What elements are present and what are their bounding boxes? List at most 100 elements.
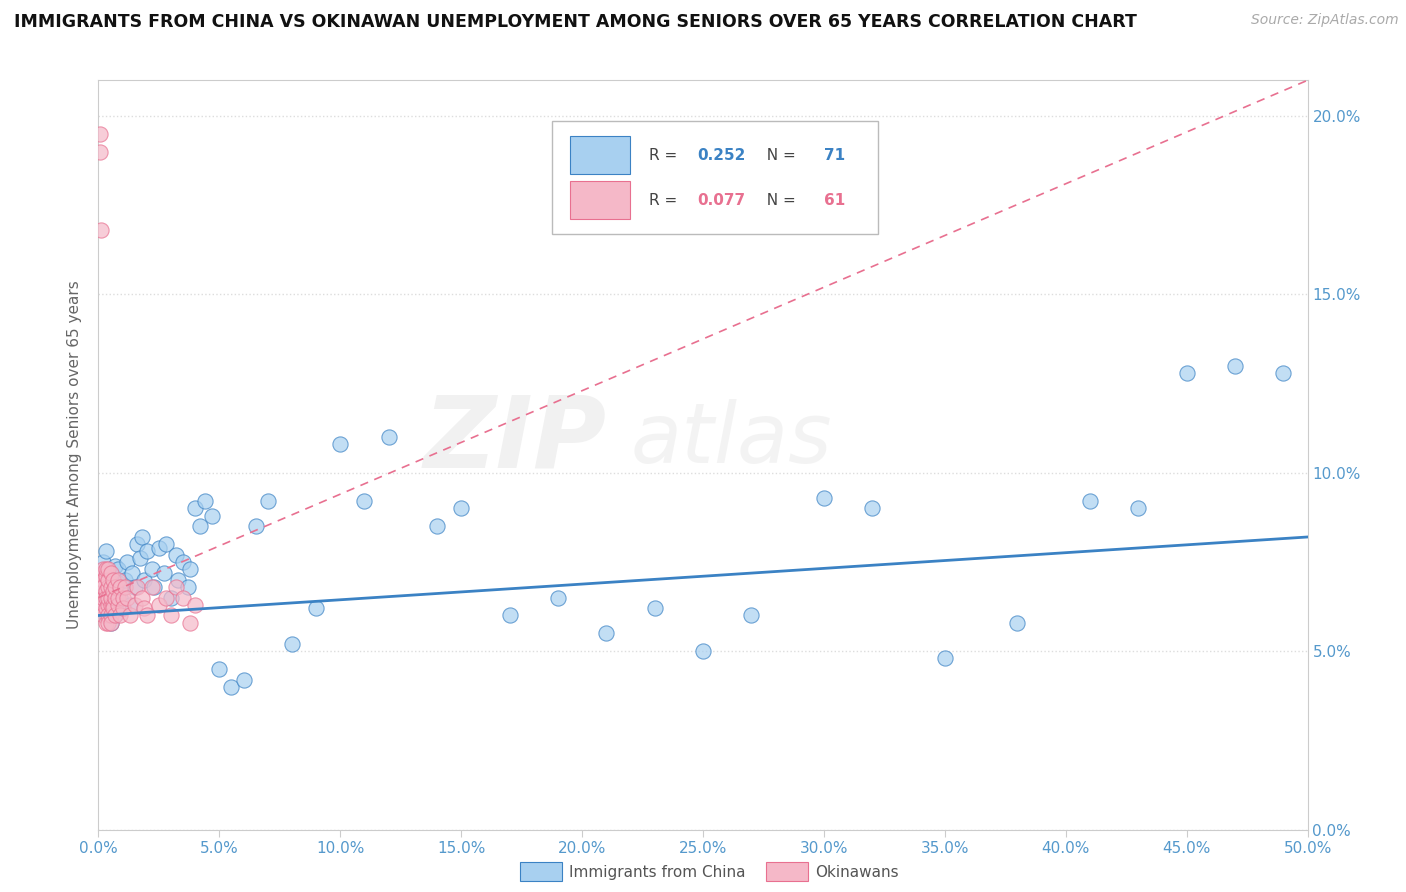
Point bbox=[165, 548, 187, 562]
Point bbox=[135, 544, 157, 558]
Point bbox=[124, 598, 146, 612]
Point bbox=[100, 608, 122, 623]
Point bbox=[208, 662, 231, 676]
Point bbox=[305, 601, 328, 615]
Text: 0.252: 0.252 bbox=[697, 148, 745, 162]
Text: ZIP: ZIP bbox=[423, 392, 606, 489]
Point bbox=[172, 591, 194, 605]
Point bbox=[117, 591, 139, 605]
Point bbox=[100, 598, 122, 612]
Point bbox=[134, 601, 156, 615]
Point bbox=[107, 562, 129, 576]
Text: N =: N = bbox=[758, 193, 801, 208]
Point bbox=[245, 519, 267, 533]
Point bbox=[97, 580, 120, 594]
Point bbox=[141, 580, 163, 594]
Point bbox=[100, 615, 122, 630]
Point bbox=[148, 598, 170, 612]
Point bbox=[97, 591, 120, 605]
Point bbox=[90, 223, 112, 237]
Point bbox=[1007, 615, 1029, 630]
Point bbox=[111, 591, 134, 605]
Point bbox=[165, 580, 187, 594]
Text: Immigrants from China: Immigrants from China bbox=[569, 865, 747, 880]
Point bbox=[100, 566, 122, 580]
Point bbox=[547, 591, 569, 605]
Point bbox=[94, 569, 117, 583]
Point bbox=[143, 580, 166, 594]
Point bbox=[740, 608, 762, 623]
Point bbox=[100, 580, 122, 594]
Point bbox=[329, 437, 352, 451]
Point bbox=[101, 573, 124, 587]
Point bbox=[91, 591, 114, 605]
Point bbox=[184, 501, 207, 516]
Point bbox=[595, 626, 617, 640]
Point bbox=[281, 637, 304, 651]
Point bbox=[152, 566, 174, 580]
Point bbox=[111, 580, 134, 594]
Point bbox=[184, 598, 207, 612]
Point bbox=[1128, 501, 1150, 516]
Point bbox=[167, 573, 190, 587]
Point bbox=[172, 555, 194, 569]
Point bbox=[179, 615, 201, 630]
Point bbox=[100, 591, 122, 605]
Point bbox=[498, 608, 520, 623]
Point bbox=[91, 580, 114, 594]
Point bbox=[128, 551, 150, 566]
Point bbox=[97, 562, 120, 576]
Point bbox=[155, 537, 177, 551]
Point bbox=[90, 598, 112, 612]
Point bbox=[104, 608, 127, 623]
Point bbox=[1078, 494, 1101, 508]
Point bbox=[107, 573, 129, 587]
Point bbox=[94, 544, 117, 558]
Point bbox=[232, 673, 254, 687]
FancyBboxPatch shape bbox=[551, 121, 879, 234]
Text: 71: 71 bbox=[824, 148, 845, 162]
Point bbox=[117, 555, 139, 569]
Point bbox=[813, 491, 835, 505]
Point bbox=[108, 580, 131, 594]
Point bbox=[89, 127, 111, 141]
Point bbox=[97, 573, 120, 587]
Point bbox=[1223, 359, 1246, 373]
Point bbox=[118, 598, 141, 612]
Point bbox=[114, 573, 136, 587]
Point bbox=[111, 601, 134, 615]
Point bbox=[450, 501, 472, 516]
Point bbox=[221, 680, 243, 694]
Point bbox=[91, 608, 114, 623]
Point bbox=[97, 573, 120, 587]
Point bbox=[97, 598, 120, 612]
Point bbox=[177, 580, 200, 594]
Point bbox=[94, 601, 117, 615]
Point bbox=[188, 519, 211, 533]
Point bbox=[108, 591, 131, 605]
Point bbox=[131, 530, 153, 544]
Point bbox=[91, 601, 114, 615]
FancyBboxPatch shape bbox=[569, 181, 630, 219]
Point bbox=[101, 569, 124, 583]
Point bbox=[194, 494, 217, 508]
Y-axis label: Unemployment Among Seniors over 65 years: Unemployment Among Seniors over 65 years bbox=[67, 281, 83, 629]
Point bbox=[90, 580, 112, 594]
Point bbox=[94, 583, 117, 598]
Point bbox=[100, 598, 122, 612]
Point bbox=[107, 591, 129, 605]
Text: N =: N = bbox=[758, 148, 801, 162]
Point bbox=[377, 430, 399, 444]
Point bbox=[121, 566, 143, 580]
Point bbox=[353, 494, 375, 508]
Point bbox=[94, 562, 117, 576]
Point bbox=[101, 583, 124, 598]
Point bbox=[256, 494, 278, 508]
Point bbox=[141, 562, 163, 576]
Point bbox=[90, 601, 112, 615]
Point bbox=[101, 601, 124, 615]
Point bbox=[127, 580, 149, 594]
Text: Source: ZipAtlas.com: Source: ZipAtlas.com bbox=[1251, 13, 1399, 28]
Point bbox=[107, 576, 129, 591]
Point bbox=[91, 580, 114, 594]
